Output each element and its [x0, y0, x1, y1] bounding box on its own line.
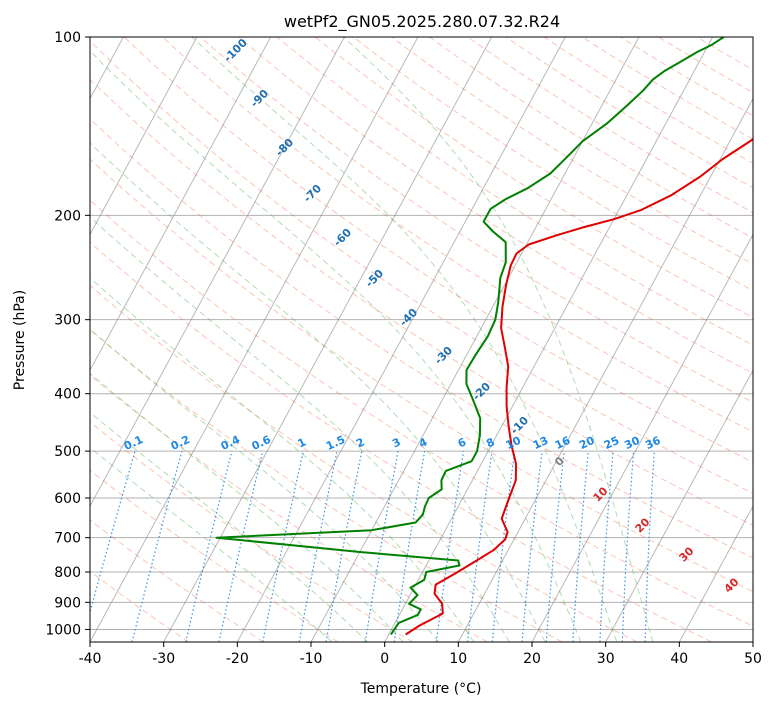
x-tick-label: 10 — [449, 651, 467, 667]
mixing-ratio-line — [435, 451, 465, 642]
isotherm-line — [678, 505, 753, 642]
isotherm-line — [90, 37, 345, 508]
mixing-ratio-line — [545, 451, 565, 642]
dry-adiabat-line — [123, 37, 753, 463]
x-tick-label: 40 — [670, 651, 688, 667]
mixing-ratio-label: 25 — [602, 434, 621, 452]
dry-adiabat-line — [90, 570, 190, 642]
x-tick-label: 30 — [597, 651, 615, 667]
mixing-ratio-line — [218, 450, 264, 642]
mixing-ratio-line — [393, 451, 426, 642]
isotherm-line — [457, 97, 753, 642]
y-tick-label: 900 — [54, 595, 81, 611]
dry-adiabat-line — [90, 158, 753, 593]
x-tick-label: -10 — [300, 651, 323, 667]
mixing-ratio-label: 10 — [504, 434, 524, 452]
isotherm-line — [90, 37, 419, 642]
axis-ticks: -40 -30 -20 -10 0 10 20 30 40 50 100 200 300 400 500 60… — [45, 30, 762, 667]
y-axis-label: Pressure (hPa) — [12, 290, 28, 390]
dry-adiabat-line — [352, 37, 753, 292]
isotherm-line — [163, 37, 493, 642]
isotherm-line — [236, 37, 566, 642]
dry-adiabat-line — [162, 37, 753, 433]
isotherm-line — [531, 233, 753, 642]
y-tick-label: 500 — [54, 444, 81, 460]
mixing-ratio-label: 20 — [577, 434, 597, 452]
isotherm-line — [90, 37, 198, 236]
x-axis-label: Temperature (°C) — [360, 681, 482, 697]
x-tick-label: -20 — [226, 651, 249, 667]
y-tick-label: 700 — [54, 531, 81, 547]
mixing-ratio-line — [572, 451, 589, 642]
y-tick-label: 400 — [54, 387, 81, 403]
mixing-ratio-label: 13 — [531, 434, 550, 452]
moist-adiabat-line — [343, 37, 654, 642]
plot-frame — [89, 36, 754, 643]
mixing-ratio-label: 30 — [622, 434, 642, 452]
moist-adiabat-line — [90, 50, 582, 642]
x-tick-label: 20 — [523, 651, 541, 667]
x-tick-label: -30 — [152, 651, 175, 667]
dry-adiabat-line — [314, 37, 753, 319]
temperature-line — [405, 137, 753, 636]
mixing-ratio-line — [262, 450, 304, 642]
y-tick-label: 600 — [54, 491, 81, 507]
chart-title: wetPf2_GN05.2025.280.07.32.R24 — [284, 12, 560, 32]
mixing-ratio-line — [185, 450, 233, 642]
isotherm-line — [90, 37, 272, 372]
mixing-ratio-line — [466, 451, 493, 642]
mixing-ratio-label: 16 — [553, 434, 573, 452]
x-tick-label: -40 — [79, 651, 102, 667]
dry-adiabat-line — [90, 284, 638, 642]
isotherm-line — [605, 369, 753, 642]
dewpoint-line — [215, 37, 725, 636]
x-tick-label: 50 — [744, 651, 762, 667]
y-tick-label: 200 — [54, 208, 81, 224]
moist-adiabat-line — [90, 446, 333, 642]
mixing-ratio-line — [131, 450, 183, 642]
moist-adiabat-line — [90, 411, 369, 642]
dry-adiabat-line — [90, 199, 753, 627]
dry-adiabat-line — [90, 241, 712, 642]
mixing-ratio-line — [521, 451, 543, 642]
moist-adiabat-line — [90, 372, 404, 642]
background-lines — [90, 37, 753, 642]
dry-adiabat-line — [276, 37, 753, 346]
x-tick-label: 0 — [380, 651, 389, 667]
y-tick-label: 800 — [54, 565, 81, 581]
y-tick-label: 1000 — [45, 622, 81, 638]
y-tick-label: 100 — [54, 30, 81, 46]
mixing-ratio-label: 36 — [643, 434, 663, 452]
isotherm-line — [384, 37, 714, 642]
moist-adiabat-line — [90, 277, 475, 642]
dry-adiabat-line — [90, 329, 563, 642]
moist-adiabat-line — [191, 37, 618, 642]
moist-adiabat-line — [90, 216, 510, 642]
dry-adiabat-line — [200, 37, 753, 403]
isotherm-line — [310, 37, 640, 642]
mixing-ratio-line — [90, 450, 136, 614]
moist-adiabat-line — [90, 142, 546, 642]
dry-adiabat-line — [90, 469, 339, 642]
mixing-ratio-line — [491, 451, 516, 642]
y-tick-label: 300 — [54, 313, 81, 329]
profile-series — [215, 37, 753, 636]
